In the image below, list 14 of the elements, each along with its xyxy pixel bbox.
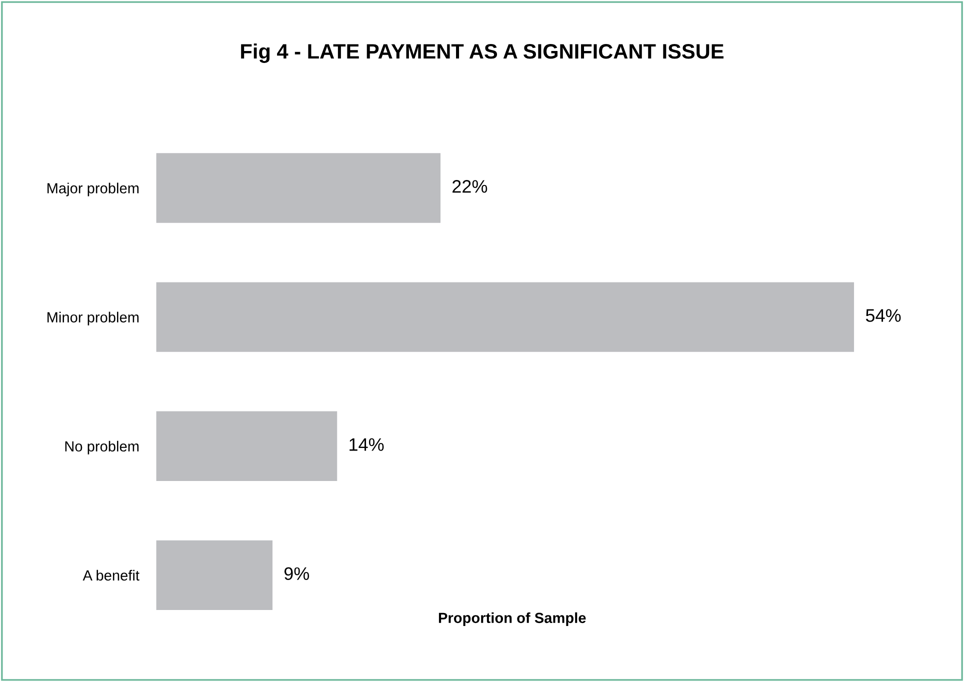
data-label: 9%	[284, 567, 310, 580]
y-tick-label: Major problem	[48, 182, 139, 196]
bar	[156, 540, 272, 610]
x-axis-title: Proportion of Sample	[438, 612, 586, 626]
bar	[156, 153, 441, 223]
chart-title: Fig 4 - LATE PAYMENT AS A SIGNIFICANT ISSUE	[241, 43, 724, 63]
data-label: 14%	[350, 438, 384, 451]
data-label: 22%	[452, 180, 488, 193]
bar	[156, 282, 854, 352]
y-tick-label: Minor problem	[48, 312, 139, 326]
data-label: 54%	[866, 309, 901, 322]
y-tick-label: A benefit	[82, 570, 140, 581]
bar	[156, 411, 338, 481]
y-tick-label: No problem	[65, 440, 139, 454]
